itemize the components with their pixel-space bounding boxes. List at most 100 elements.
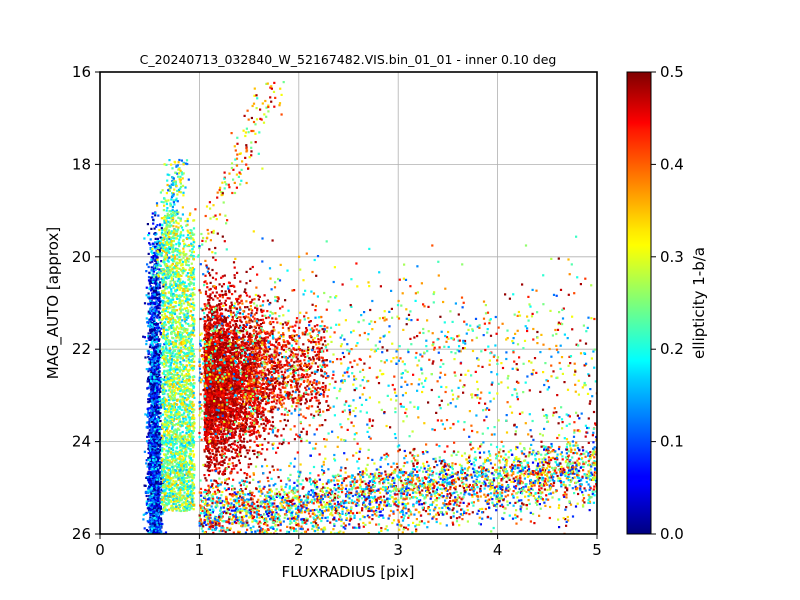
data-point [172,216,175,219]
data-point [161,229,164,232]
data-point [152,390,155,393]
data-point [148,435,151,438]
data-point [158,263,161,266]
data-point [159,223,162,226]
data-point [189,344,192,347]
data-point [147,504,150,507]
data-point [157,310,160,313]
data-point [151,442,154,445]
data-point [163,407,166,410]
data-point [193,422,196,425]
data-point [187,244,191,247]
data-point [169,318,172,321]
data-point [158,441,161,444]
data-point [156,258,159,261]
data-point [174,339,177,342]
data-point [158,250,161,253]
data-point [155,286,158,289]
data-point [178,458,181,461]
data-point [175,270,178,273]
data-point [178,493,181,497]
data-point [152,422,156,425]
data-point [151,315,154,318]
data-point [151,337,154,340]
data-point [158,402,161,405]
data-point [176,250,179,253]
data-point [175,184,178,187]
data-point [164,497,167,500]
data-point [154,391,157,394]
data-point [169,300,172,303]
data-point [152,218,155,221]
data-point [161,434,164,437]
data-point [178,288,182,291]
data-point [159,236,162,239]
data-point [165,443,168,446]
data-point [164,304,167,307]
data-point [192,258,195,261]
data-point [170,242,173,245]
data-point [153,306,156,309]
data-point [185,473,188,476]
data-point [155,322,159,325]
data-point [178,434,181,437]
data-point [192,250,195,254]
data-point [154,389,157,392]
data-point [184,259,187,262]
data-point [172,506,175,509]
data-point [167,249,170,253]
data-point [185,338,188,341]
data-point [185,383,188,386]
data-point [172,429,175,432]
data-point [184,261,187,264]
data-point [153,426,156,429]
data-point [149,302,152,305]
data-point [161,450,164,453]
data-point [142,335,145,338]
data-point [153,526,156,529]
data-point [159,301,162,304]
data-point [176,172,179,175]
data-point [167,220,170,223]
data-point [172,443,175,446]
data-point [192,283,195,286]
data-point [155,380,158,383]
data-point [183,296,186,299]
data-point [177,226,180,229]
data-point [182,390,185,393]
data-point [191,450,194,453]
data-point [183,496,186,499]
data-point [186,217,189,220]
data-point [151,216,154,219]
data-point [146,435,149,438]
data-point [184,499,187,502]
data-point [160,269,163,272]
data-point [153,278,156,281]
data-point [185,331,189,335]
data-point [169,455,172,458]
data-point [156,240,159,243]
data-point [180,274,183,277]
data-point [155,338,159,341]
data-point [147,337,150,340]
data-point [175,414,178,417]
data-point [159,332,162,335]
data-point [187,282,190,286]
data-point [150,350,153,354]
data-point [184,254,187,257]
data-point [186,220,189,223]
data-point [178,508,181,511]
data-point [150,370,153,373]
data-point [147,310,150,313]
data-point [193,355,196,358]
data-point [152,276,156,279]
data-point [151,260,154,263]
data-point [148,295,151,298]
data-point [166,393,169,396]
data-point [178,451,181,454]
data-point [165,318,168,321]
data-point [172,275,175,278]
data-point [164,413,167,416]
data-point [163,227,166,230]
data-point [157,214,160,217]
